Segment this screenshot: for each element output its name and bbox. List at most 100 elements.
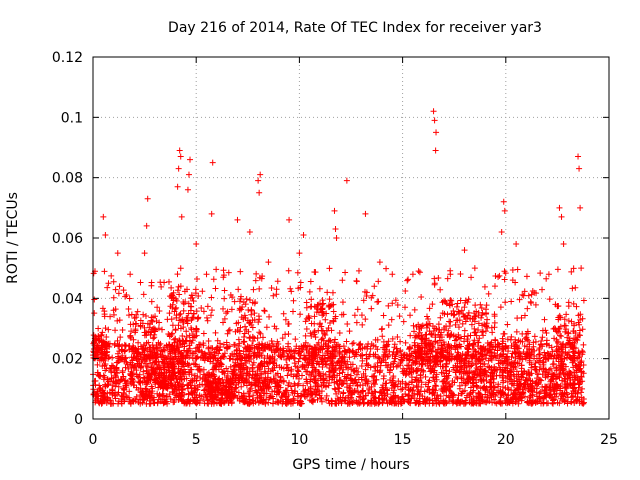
data-point	[254, 372, 261, 379]
data-point	[254, 334, 261, 341]
data-point	[335, 384, 342, 391]
data-point	[250, 392, 257, 399]
data-point	[353, 365, 360, 372]
data-point	[140, 368, 147, 375]
data-point	[219, 390, 226, 397]
data-point	[183, 351, 190, 358]
data-point	[302, 318, 309, 325]
data-point	[121, 377, 128, 384]
data-point	[491, 363, 498, 370]
data-point	[533, 375, 540, 382]
data-point	[539, 358, 546, 365]
data-point	[177, 310, 184, 317]
data-point	[141, 379, 148, 386]
data-point	[340, 380, 347, 387]
data-point	[490, 396, 497, 403]
data-point	[570, 265, 577, 272]
data-point	[423, 321, 430, 328]
data-point	[444, 349, 451, 356]
data-point	[555, 339, 562, 346]
data-point	[428, 348, 435, 355]
data-point	[441, 325, 448, 332]
data-point	[331, 385, 338, 392]
data-point	[240, 390, 247, 397]
data-point	[204, 371, 211, 378]
data-point	[509, 266, 516, 273]
data-point	[266, 313, 273, 320]
data-point	[330, 308, 337, 315]
data-point	[119, 327, 126, 334]
data-point	[564, 400, 571, 407]
data-point	[224, 345, 231, 352]
data-point	[397, 380, 404, 387]
y-tick-label: 0.08	[52, 171, 83, 187]
data-point	[564, 334, 571, 341]
data-point	[246, 335, 253, 342]
data-point	[315, 361, 322, 368]
data-point	[165, 364, 172, 371]
data-point	[125, 312, 132, 319]
data-point	[554, 266, 561, 273]
data-point	[237, 268, 244, 275]
data-point	[452, 369, 459, 376]
data-point	[322, 371, 329, 378]
data-point	[536, 345, 543, 352]
data-point	[471, 337, 478, 344]
data-point	[361, 344, 368, 351]
data-point	[507, 397, 514, 404]
data-point	[188, 326, 195, 333]
data-point	[441, 341, 448, 348]
data-point	[179, 316, 186, 323]
data-point	[565, 303, 572, 310]
data-point	[355, 368, 362, 375]
data-point	[140, 374, 147, 381]
data-point	[477, 385, 484, 392]
data-point	[177, 317, 184, 324]
data-point	[495, 381, 502, 388]
data-point	[531, 333, 538, 340]
data-point	[400, 318, 407, 325]
data-point	[285, 267, 292, 274]
data-point	[303, 376, 310, 383]
data-point	[202, 382, 209, 389]
data-point	[173, 345, 180, 352]
data-point	[189, 315, 196, 322]
data-point	[413, 359, 420, 366]
data-point	[234, 216, 241, 223]
data-point	[366, 351, 373, 358]
data-point	[118, 346, 125, 353]
data-point	[235, 343, 242, 350]
data-point	[219, 376, 226, 383]
data-point	[413, 368, 420, 375]
data-point	[422, 344, 429, 351]
data-point	[349, 361, 356, 368]
data-point	[524, 336, 531, 343]
data-point	[519, 330, 526, 337]
data-point	[326, 354, 333, 361]
data-point	[326, 380, 333, 387]
data-point	[538, 338, 545, 345]
data-point	[152, 377, 159, 384]
data-point	[127, 359, 134, 366]
data-point	[167, 395, 174, 402]
data-point	[539, 334, 546, 341]
data-point	[265, 259, 272, 266]
data-point	[430, 108, 437, 115]
data-point	[271, 364, 278, 371]
data-point	[346, 388, 353, 395]
data-point	[481, 283, 488, 290]
data-point	[147, 400, 154, 407]
data-point	[297, 399, 304, 406]
data-point	[306, 288, 313, 295]
data-point	[484, 394, 491, 401]
data-point	[422, 373, 429, 380]
data-point	[151, 327, 158, 334]
data-point	[220, 267, 227, 274]
data-point	[273, 325, 280, 332]
data-point	[245, 328, 252, 335]
data-point	[288, 288, 295, 295]
data-point	[214, 380, 221, 387]
data-point	[531, 347, 538, 354]
data-point	[104, 382, 111, 389]
data-point	[166, 310, 173, 317]
